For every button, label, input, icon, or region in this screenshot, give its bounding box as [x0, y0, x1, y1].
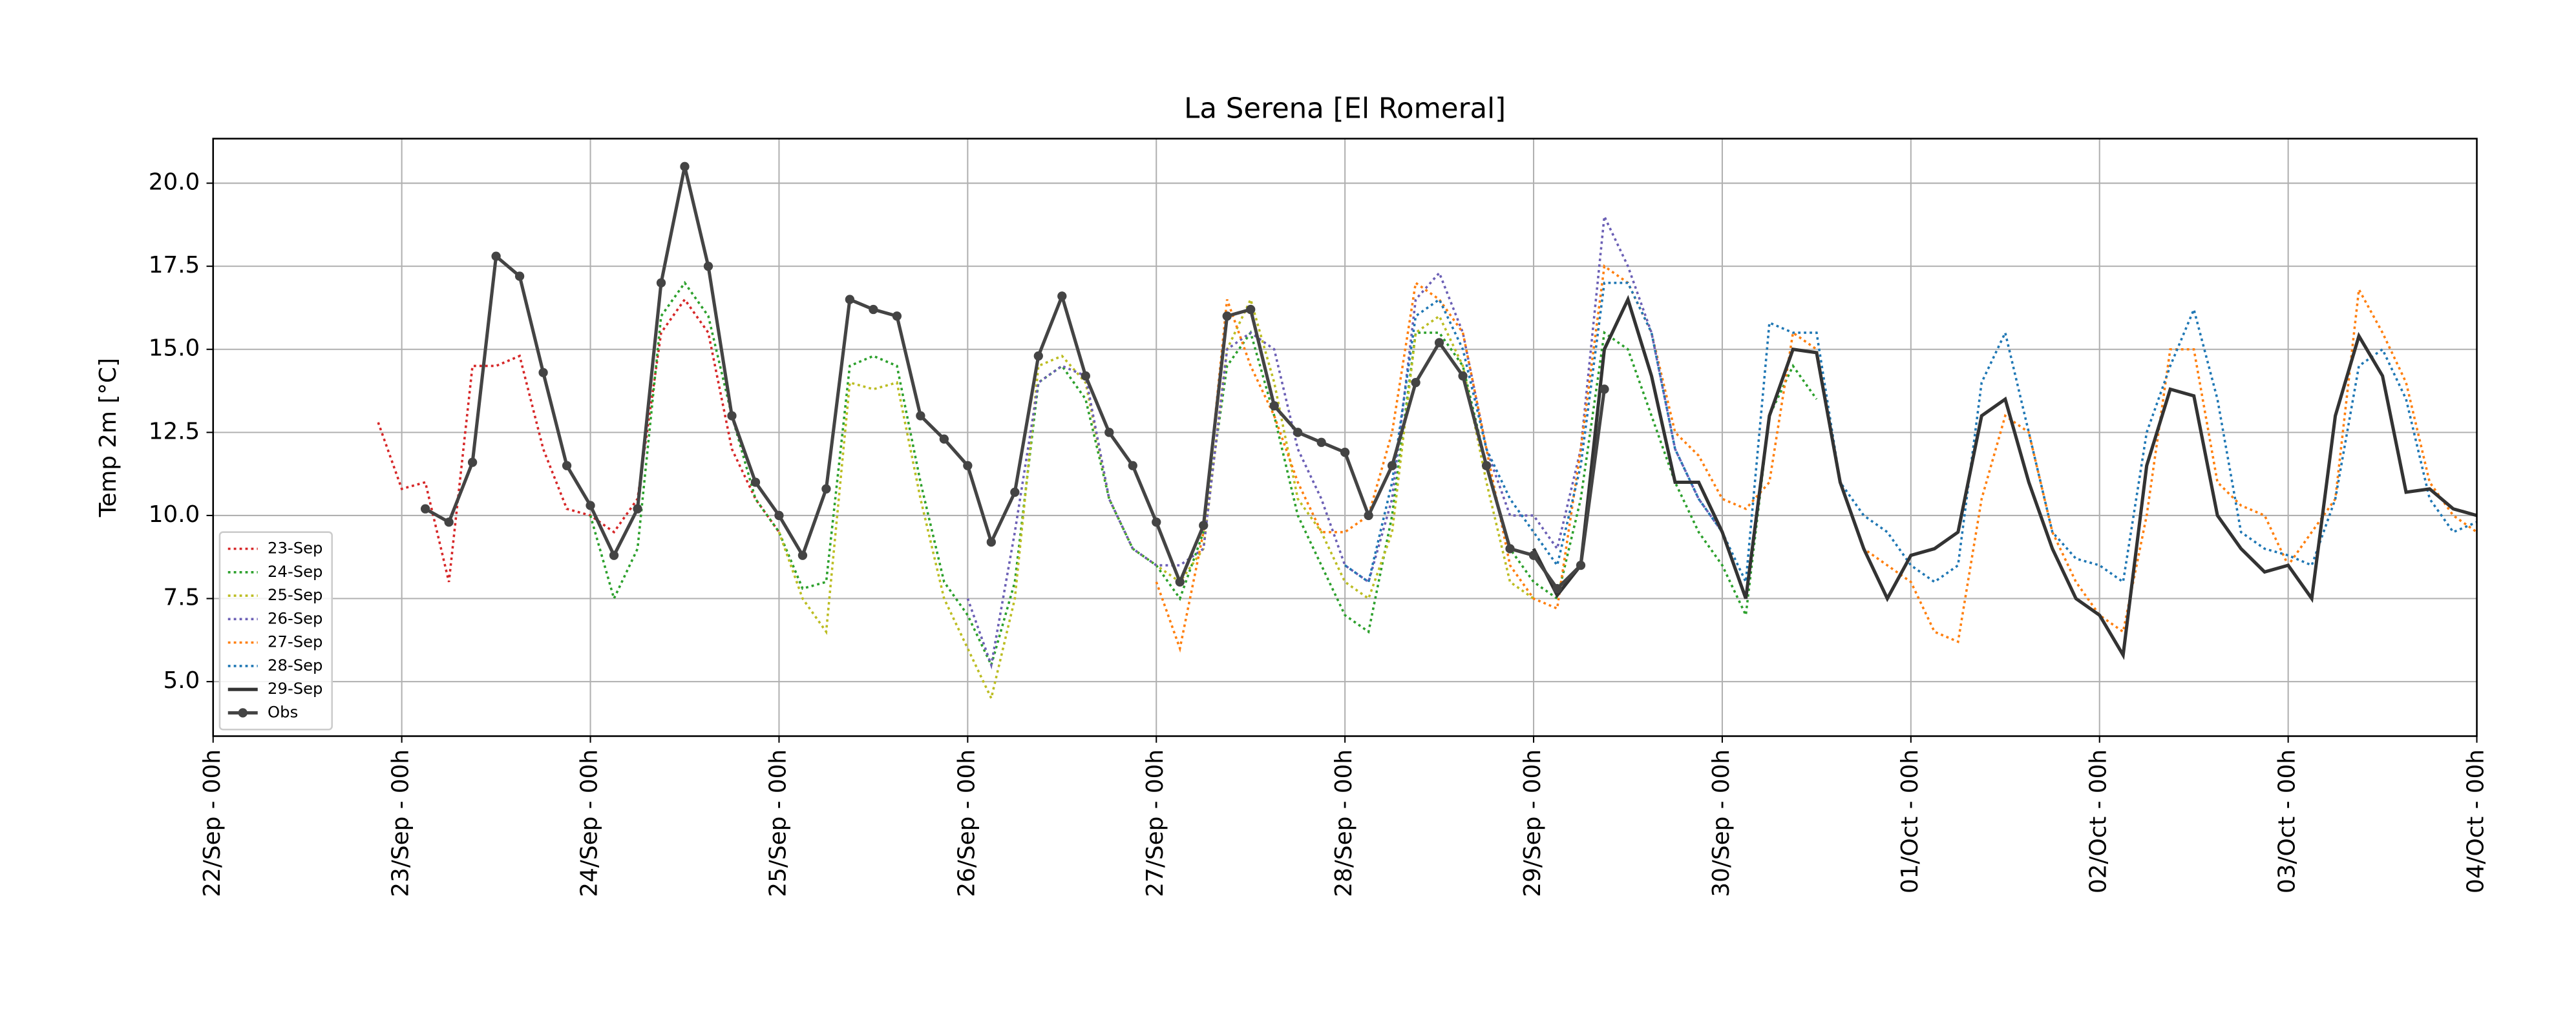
legend-marker: [238, 708, 248, 718]
data-point: [821, 484, 831, 494]
data-point: [538, 368, 548, 377]
x-tick-label: 03/Oct - 00h: [2274, 749, 2301, 893]
data-point: [774, 510, 784, 521]
x-tick-label: 23/Sep - 00h: [388, 749, 414, 897]
x-tick-label: 02/Oct - 00h: [2085, 749, 2112, 893]
y-tick-label: 10.0: [149, 501, 200, 528]
x-tick-label: 22/Sep - 00h: [199, 749, 226, 897]
y-axis-label: Temp 2m [°C]: [95, 358, 121, 517]
data-point: [1199, 521, 1209, 530]
data-point: [916, 411, 925, 421]
data-point: [845, 295, 855, 304]
y-tick-label: 12.5: [149, 418, 200, 444]
data-point: [1411, 378, 1420, 388]
data-point: [750, 477, 761, 487]
legend-label: 29-Sep: [268, 679, 322, 698]
data-point: [1364, 510, 1373, 521]
data-point: [514, 271, 525, 281]
data-point: [1246, 304, 1256, 315]
data-point: [1316, 437, 1326, 447]
series-line: [1532, 295, 2478, 660]
data-point: [1104, 428, 1114, 437]
x-tick-label: 04/Oct - 00h: [2463, 749, 2489, 893]
series-line: [1155, 264, 2478, 653]
x-tick-label: 29/Sep - 00h: [1519, 749, 1546, 897]
data-point: [656, 278, 666, 288]
legend-label: 28-Sep: [268, 656, 322, 674]
data-point: [986, 537, 996, 547]
data-point: [892, 311, 902, 321]
data-point: [1528, 550, 1539, 560]
data-point: [444, 517, 454, 527]
x-tick-label: 28/Sep - 00h: [1331, 749, 1357, 897]
y-tick-label: 20.0: [149, 169, 200, 196]
data-point: [420, 504, 430, 514]
x-tick-label: 25/Sep - 00h: [765, 749, 791, 897]
data-point: [1576, 560, 1586, 570]
data-point: [1458, 371, 1468, 381]
data-point: [1269, 401, 1279, 411]
data-point: [963, 461, 973, 470]
legend-label: 25-Sep: [268, 585, 322, 604]
legend-label: Obs: [268, 702, 298, 721]
data-point: [1222, 311, 1232, 321]
data-point: [797, 550, 808, 560]
series-line: [589, 280, 1818, 669]
legend-box: [218, 531, 333, 731]
y-tick-label: 5.0: [163, 667, 200, 694]
x-tick-label: 30/Sep - 00h: [1708, 749, 1735, 897]
data-point: [1057, 291, 1067, 301]
data-point: [680, 162, 690, 171]
data-point: [633, 504, 642, 514]
data-point: [562, 461, 572, 470]
data-point: [1552, 583, 1562, 594]
data-point: [609, 550, 619, 560]
data-point: [727, 411, 737, 421]
series-line: [424, 166, 1607, 592]
chart-title: La Serena [El Romeral]: [1184, 93, 1506, 125]
data-point: [1340, 448, 1350, 457]
x-tick-label: 26/Sep - 00h: [953, 749, 980, 897]
data-point: [1387, 461, 1397, 470]
legend-label: 26-Sep: [268, 609, 322, 627]
data-point: [1175, 577, 1185, 587]
data-point: [467, 457, 478, 467]
data-point: [1599, 384, 1609, 394]
plot-frame: [212, 138, 2478, 737]
data-point: [1033, 351, 1043, 361]
data-point: [1152, 517, 1161, 527]
data-point: [939, 434, 949, 444]
legend-label: 24-Sep: [268, 562, 322, 581]
data-point: [1293, 428, 1303, 437]
y-tick-label: 7.5: [163, 585, 200, 611]
legend-label: 23-Sep: [268, 539, 322, 558]
legend-label: 27-Sep: [268, 632, 322, 651]
data-point: [1081, 371, 1090, 381]
series-line: [377, 297, 780, 583]
data-point: [1128, 461, 1137, 470]
data-point: [1481, 461, 1492, 470]
x-tick-label: 01/Oct - 00h: [1897, 749, 1923, 893]
data-point: [1010, 487, 1020, 497]
x-tick-label: 27/Sep - 00h: [1142, 749, 1168, 897]
y-tick-label: 15.0: [149, 335, 200, 362]
data-point: [586, 501, 595, 510]
y-tick-label: 17.5: [149, 252, 200, 278]
x-tick-label: 24/Sep - 00h: [576, 749, 603, 897]
series-line: [966, 212, 1724, 670]
data-point: [1505, 544, 1515, 554]
data-point: [869, 304, 878, 315]
data-point: [1434, 338, 1444, 348]
data-point: [703, 261, 713, 271]
data-point: [491, 251, 501, 261]
